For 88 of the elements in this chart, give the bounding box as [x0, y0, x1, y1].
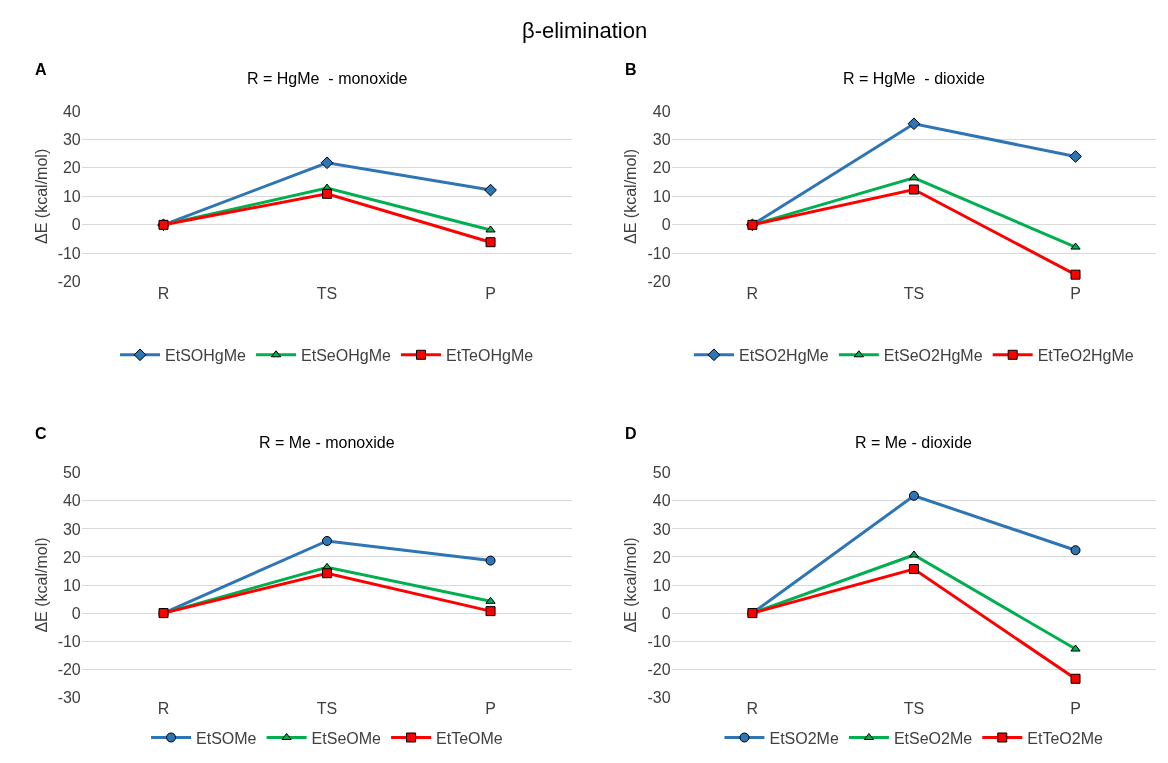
- legend-label: EtSO2Me: [769, 729, 839, 747]
- y-tick-label: 10: [62, 576, 81, 594]
- y-tick-label: -30: [57, 688, 81, 706]
- y-tick-label: -10: [647, 244, 671, 262]
- y-tick-label: 0: [661, 604, 671, 622]
- point: [322, 188, 333, 199]
- text: B: [625, 61, 637, 78]
- y-tick-label: 10: [62, 187, 81, 205]
- y-tick-label: 20: [652, 548, 671, 566]
- point: [485, 606, 496, 617]
- y-tick-label: 20: [652, 159, 671, 177]
- point: [484, 183, 497, 197]
- point: [908, 184, 919, 195]
- legend-label: EtSeOMe: [311, 729, 382, 747]
- y-tick-label: -20: [57, 273, 81, 291]
- y-axis-title: ΔE (kcal/mol): [32, 537, 50, 633]
- y-tick-label: 0: [71, 216, 81, 234]
- chart-subtitle: R = HgMe - monoxide: [247, 70, 408, 87]
- legend-label: EtSOMe: [196, 729, 257, 747]
- y-tick-label: 10: [652, 187, 671, 205]
- point: [1070, 545, 1081, 556]
- legend-label: EtSOHgMe: [165, 347, 247, 365]
- point: [907, 117, 921, 131]
- y-tick-label: 40: [62, 492, 81, 510]
- point: [1070, 269, 1081, 280]
- x-tick-label: P: [485, 284, 496, 302]
- chart-subtitle: R = HgMe - dioxide: [843, 70, 985, 87]
- x-tick-label: P: [1070, 700, 1081, 718]
- point: [320, 156, 334, 170]
- legend-label: EtSeO2HgMe: [883, 347, 983, 365]
- point: [322, 568, 333, 579]
- y-tick-label: 10: [652, 576, 671, 594]
- legend-label: EtSeO2Me: [893, 729, 973, 747]
- y-tick-label: 40: [652, 102, 671, 120]
- y-tick-label: 40: [652, 492, 671, 510]
- x-tick-label: TS: [903, 700, 925, 718]
- y-tick-label: 30: [652, 131, 671, 149]
- y-tick-label: 30: [62, 520, 81, 538]
- y-tick-label: 40: [62, 102, 81, 120]
- y-axis-title: ΔE (kcal/mol): [622, 537, 640, 633]
- legend-label: EtTeO2HgMe: [1037, 347, 1134, 365]
- legend-label: EtTeOHgMe: [445, 347, 534, 365]
- x-tick-label: R: [157, 700, 170, 718]
- y-tick-label: 30: [62, 131, 81, 149]
- text: A: [35, 61, 47, 78]
- point: [1070, 242, 1081, 250]
- y-tick-label: -10: [57, 244, 81, 262]
- y-tick-label: 50: [652, 464, 671, 482]
- y-axis-title: ΔE (kcal/mol): [622, 148, 640, 244]
- y-tick-label: -10: [57, 632, 81, 650]
- point: [485, 596, 496, 604]
- y-tick-label: -10: [647, 632, 671, 650]
- chart-title: β-elimination: [522, 18, 648, 43]
- text: C: [35, 425, 47, 442]
- text: D: [625, 425, 637, 442]
- point: [908, 490, 919, 501]
- x-tick-label: TS: [316, 284, 338, 302]
- y-tick-label: 20: [62, 159, 81, 177]
- x-tick-label: R: [746, 700, 759, 718]
- legend-label: EtSO2HgMe: [738, 347, 829, 365]
- point: [1070, 644, 1081, 652]
- point: [322, 535, 333, 546]
- y-tick-label: -20: [647, 660, 671, 678]
- point: [485, 555, 496, 566]
- legend-label: EtTeOMe: [436, 729, 503, 747]
- x-tick-label: TS: [903, 284, 925, 302]
- legend-label: EtTeO2Me: [1027, 729, 1103, 747]
- y-tick-label: 0: [71, 604, 81, 622]
- chart-subtitle: R = Me - monoxide: [259, 434, 395, 451]
- point: [1070, 673, 1081, 684]
- point: [1069, 150, 1082, 163]
- x-tick-label: R: [746, 284, 759, 302]
- x-tick-label: R: [157, 284, 170, 302]
- point: [908, 564, 919, 575]
- y-tick-label: -20: [647, 273, 671, 291]
- x-tick-label: TS: [316, 700, 338, 718]
- y-tick-label: -20: [57, 660, 81, 678]
- y-tick-label: 0: [661, 216, 671, 234]
- chart-subtitle: R = Me - dioxide: [855, 434, 973, 451]
- legend-label: EtSeOHgMe: [301, 347, 391, 365]
- y-tick-label: 50: [62, 464, 81, 482]
- y-tick-label: -30: [647, 688, 671, 706]
- y-tick-label: 20: [62, 548, 81, 566]
- x-tick-label: P: [485, 700, 496, 718]
- y-tick-label: 30: [652, 520, 671, 538]
- x-tick-label: P: [1070, 284, 1081, 302]
- y-axis-title: ΔE (kcal/mol): [32, 148, 50, 244]
- point: [485, 237, 496, 248]
